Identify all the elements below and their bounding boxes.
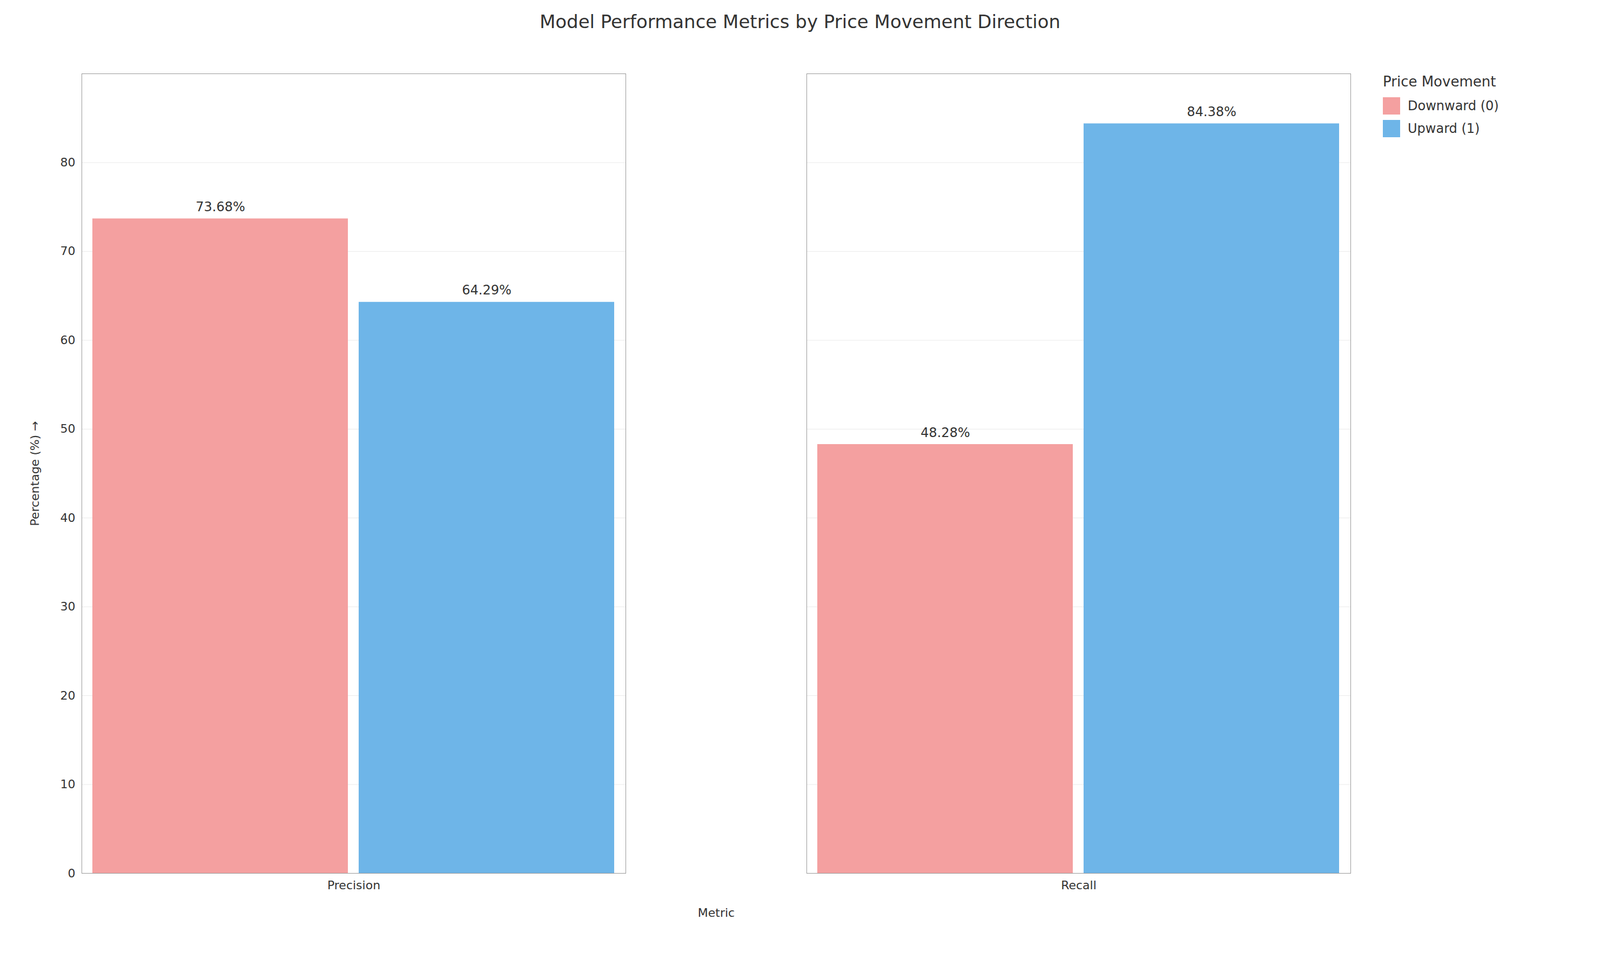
html-text:Downward (0): Downward (0): [1407, 98, 1499, 114]
svg-text:60: 60: [60, 333, 76, 347]
svg-text:30: 30: [60, 599, 76, 614]
svg-text:20: 20: [60, 688, 76, 703]
html-text:Upward (1): Upward (1): [1407, 120, 1480, 137]
svg-text:Percentage (%) →: Percentage (%) →: [28, 420, 42, 526]
svg-text:84.38%: 84.38%: [1186, 104, 1237, 120]
svg-text:64.29%: 64.29%: [461, 282, 512, 298]
html-text:Model Performance Metrics by P: Model Performance Metrics by Price Movem…: [539, 10, 1061, 33]
svg-text:10: 10: [60, 777, 76, 791]
svg-text:70: 70: [60, 244, 76, 258]
svg-text:73.68%: 73.68%: [195, 199, 246, 215]
svg-text:Recall: Recall: [1060, 878, 1097, 892]
svg-text:50: 50: [60, 421, 76, 436]
html-text:Price Movement: Price Movement: [1382, 73, 1496, 90]
svg-text:0: 0: [68, 866, 76, 880]
svg-text:40: 40: [60, 511, 76, 525]
svg-text:Precision: Precision: [327, 878, 381, 892]
svg-text:80: 80: [60, 155, 76, 170]
svg-text:48.28%: 48.28%: [920, 425, 971, 441]
svg-text:Metric: Metric: [697, 905, 735, 920]
